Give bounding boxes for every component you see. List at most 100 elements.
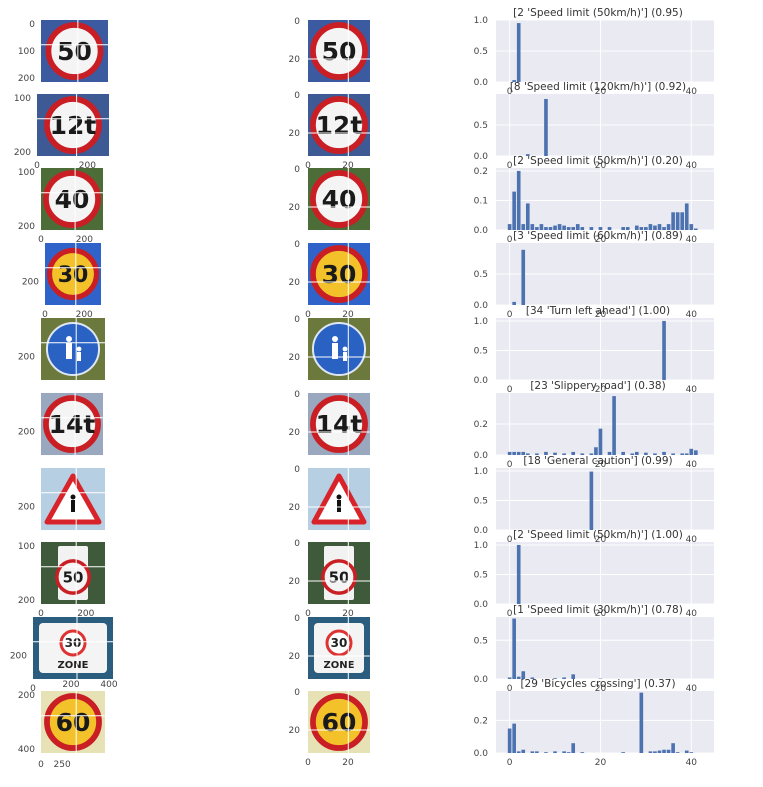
probability-bar [580,752,585,753]
probability-chart: 0.0 0.2 0 20 40 [29 'Bicycles crossing'] (0.3… [474,678,714,768]
probability-bar [525,154,530,156]
sign-disc [43,170,101,228]
y-tick-label: 200 [18,427,35,437]
sign-disc [310,245,368,303]
probability-bar [521,249,526,305]
probability-bar [516,170,521,230]
probability-bar [671,743,675,753]
resized-image-panel: 0 20 [289,465,370,530]
y-tick-label: 0 [294,17,300,27]
x-tick-label: 40 [686,758,698,768]
probability-bar [530,751,535,753]
resized-image-panel: 30 ZONE 0 20 [289,614,370,679]
y-tick-label: 20 [289,353,301,363]
probability-bar [689,448,694,455]
sign-number-label: 12t [316,111,363,140]
resized-image-panel: 60 0 20 0 20 [289,688,370,768]
sign-disc [59,629,87,657]
probability-bar [666,749,671,753]
sign-number-label: 50 [57,37,92,66]
probability-chart: 0.00.50 20 40[8 'Speed limit (120km/h)'] (… [474,81,714,171]
y-tick-label: 0.5 [474,47,488,57]
pedestrian-icon [66,336,72,342]
y-tick-label: 0 [294,390,300,400]
y-tick-label: 0 [294,465,300,475]
probability-bar [580,453,585,455]
probability-bar [634,225,639,230]
y-tick-label: 0 [294,240,300,250]
probability-bar [512,723,516,753]
y-tick-label: 0.5 [474,496,488,506]
original-image-panel: 200 [18,468,105,530]
probability-bar [662,749,666,753]
x-tick-label: 0 [507,235,513,245]
y-tick-label: 1.0 [474,467,489,477]
probability-chart: 0.0 0.5 1.0 0 20 40 [18 'General caution'] (0.… [474,455,714,545]
x-tick-label: 200 [62,680,79,690]
probability-bar [598,227,603,230]
pedestrian-icon [332,336,338,342]
child-icon [77,352,81,361]
y-tick-label: 0.2 [474,420,488,430]
probability-bar [512,301,516,305]
probability-bar [621,752,625,753]
chart-title: [2 'Speed limit (50km/h)'] (0.20) [513,155,683,167]
y-tick-label: 20 [289,726,301,736]
x-tick-label: 20 [342,609,354,619]
probability-bar [535,227,539,230]
y-tick-label: 200 [10,651,27,661]
x-tick-label: 200 [76,310,93,320]
x-tick-label: 40 [686,161,698,171]
x-tick-label: 0 [507,161,513,171]
sign-disc [55,559,91,595]
x-tick-label: 20 [595,535,607,545]
original-image-panel: 30 200 0 200 [22,243,101,320]
x-tick-label: 0 [42,310,48,320]
probability-bar [562,751,566,753]
y-tick-label: 0.0 [474,376,489,386]
y-tick-label: 20 [289,203,301,213]
y-tick-label: 0.0 [474,451,489,461]
probability-bar [662,227,666,230]
y-tick-label: 0 [294,165,300,175]
x-tick-label: 0 [305,758,311,768]
probability-bar [512,451,516,455]
probability-chart: 0.00.50 20 40[3 'Speed limit (60km/h)'] (0… [474,230,714,320]
x-tick-label: 0 [30,684,36,694]
y-tick-label: 0.0 [474,749,489,759]
pedestrian-icon [66,343,72,359]
y-tick-label: 0.0 [474,301,489,311]
y-tick-label: 0.5 [474,346,488,356]
chart-title: [34 'Turn left ahead'] (1.00) [526,305,670,317]
sign-number-label: 60 [322,708,357,737]
probability-bar [521,224,526,230]
y-tick-label: 0 [294,614,300,624]
x-tick-label: 0 [507,609,513,619]
y-tick-label: 200 [14,148,31,158]
resized-image-panel: 12t 0 20 0 20 [289,91,370,171]
plot-area [496,468,714,530]
sign-number-label: 50 [329,569,350,587]
x-tick-label: 40 [686,87,698,97]
plot-area [496,542,714,604]
x-tick-label: 20 [342,310,354,320]
y-tick-label: 100 [18,168,35,178]
resized-image-panel: 50 0 20 0 20 [289,539,370,619]
probability-bar [653,225,657,230]
y-tick-label: 200 [18,74,35,84]
sign-number-label: 50 [322,37,357,66]
probability-bar [530,224,535,230]
probability-bar [689,752,694,753]
original-image-panel: 200 [18,318,105,380]
probability-bar [512,191,516,230]
probability-chart: 0.0 0.2 0 20 40 [23 'Slippery road'] (0.38) [474,380,714,470]
chart-title: [8 'Speed limit (120km/h)'] (0.92) [510,81,686,93]
y-tick-label: 0 [294,688,300,698]
probability-bar [589,227,594,230]
pedestrian-icon [70,494,76,500]
x-tick-label: 200 [79,161,96,171]
probability-bar [507,728,512,753]
y-tick-label: 20 [289,503,301,513]
sign-disc [310,693,368,751]
